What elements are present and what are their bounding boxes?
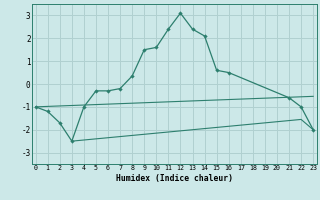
- X-axis label: Humidex (Indice chaleur): Humidex (Indice chaleur): [116, 174, 233, 183]
